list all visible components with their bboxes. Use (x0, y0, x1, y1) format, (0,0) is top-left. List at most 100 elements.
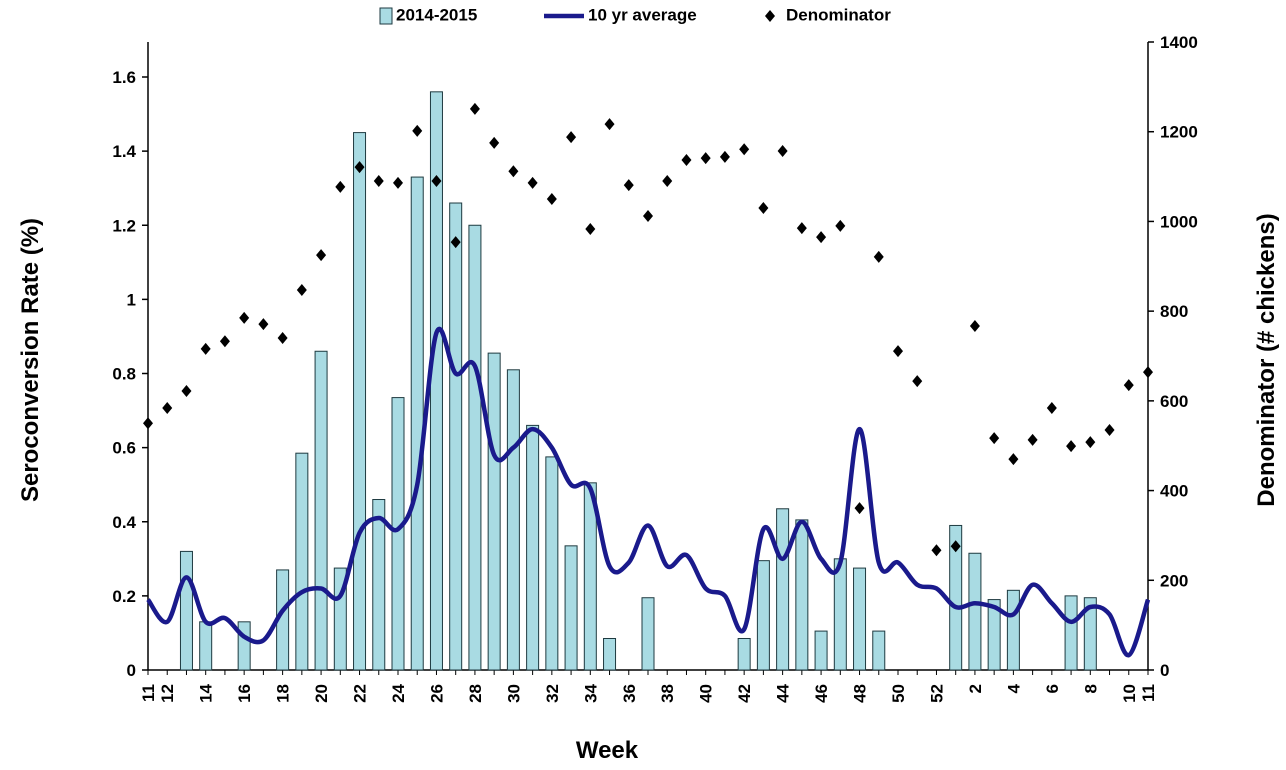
y-tick-label: 0.2 (112, 587, 136, 606)
x-axis-title: Week (576, 737, 639, 764)
bar (1006, 589, 1020, 671)
x-tick-label: 38 (658, 684, 677, 703)
bar (603, 637, 617, 671)
x-tick-label: 18 (274, 684, 293, 703)
y-tick-label: 1.4 (112, 142, 136, 161)
bar (179, 550, 193, 671)
y2-tick-label: 400 (1160, 482, 1188, 501)
marker (219, 335, 230, 348)
x-tick-label: 24 (389, 683, 408, 702)
x-tick-label: 42 (735, 684, 754, 703)
x-tick-label: 16 (235, 684, 254, 703)
bar (372, 499, 386, 671)
bar (583, 482, 597, 671)
y-axis-title: Seroconversion Rate (%) (17, 218, 44, 502)
marker (200, 342, 211, 355)
legend-swatch (765, 10, 775, 22)
x-tick-label: 11 (1139, 684, 1158, 702)
bar (506, 369, 520, 671)
marker (546, 193, 557, 205)
marker (700, 152, 711, 165)
legend-label: 10 yr average (588, 5, 697, 24)
marker (1123, 379, 1134, 392)
bar (872, 630, 886, 671)
marker (296, 284, 307, 297)
x-tick-label: 14 (197, 683, 216, 702)
marker (1046, 402, 1057, 415)
marker (239, 311, 250, 324)
bar (487, 352, 501, 671)
y-tick-label: 1.6 (112, 68, 136, 87)
marker (604, 118, 615, 131)
marker (393, 176, 403, 189)
y2-tick-label: 1200 (1160, 123, 1198, 142)
marker (508, 165, 519, 178)
x-tick-label: 36 (620, 684, 639, 703)
marker (739, 143, 750, 156)
bar (776, 508, 790, 671)
bar (564, 545, 578, 671)
bar (545, 456, 559, 671)
marker (854, 502, 865, 515)
x-tick-label: 48 (851, 684, 870, 703)
x-tick-label: 40 (697, 684, 716, 703)
x-tick-label: 6 (1043, 684, 1062, 693)
y2-axis-title: Denominator (# chickens) (1253, 213, 1280, 506)
bar (968, 552, 982, 671)
x-tick-label: 20 (312, 684, 331, 703)
bar (641, 597, 655, 671)
bar (237, 621, 251, 671)
x-tick-label: 28 (466, 684, 485, 703)
bar (795, 519, 809, 671)
legend-swatch (379, 7, 393, 25)
bar (814, 630, 828, 671)
x-tick-label: 46 (812, 684, 831, 703)
y-tick-label: 0.6 (112, 439, 136, 458)
marker (835, 219, 846, 232)
y-tick-label: 1 (127, 290, 136, 309)
marker (431, 175, 442, 188)
bar (391, 397, 405, 671)
x-tick-label: 44 (774, 683, 793, 702)
marker (681, 153, 692, 166)
marker (277, 332, 288, 345)
marker (969, 319, 980, 332)
line (146, 326, 1151, 658)
legend-label: 2014-2015 (396, 5, 477, 24)
bar (199, 621, 213, 671)
marker (796, 222, 807, 235)
y-tick-label: 0.4 (112, 513, 136, 532)
marker (1085, 436, 1096, 449)
x-tick-label: 22 (351, 684, 370, 703)
x-tick-label: 34 (581, 683, 600, 702)
bar (526, 424, 540, 671)
x-tick-label: 52 (927, 684, 946, 703)
marker (662, 175, 673, 188)
marker (758, 201, 769, 214)
x-tick-label: 2 (966, 684, 985, 693)
x-tick-label: 10 (1120, 684, 1139, 703)
marker (258, 318, 269, 331)
x-tick-label: 32 (543, 684, 562, 703)
y2-tick-label: 600 (1160, 392, 1188, 411)
marker (412, 124, 423, 137)
y-tick-label: 0 (127, 661, 136, 680)
x-tick-label: 30 (504, 684, 523, 703)
x-tick-label: 12 (158, 684, 177, 703)
x-tick-label: 50 (889, 684, 908, 703)
marker (1104, 424, 1115, 437)
marker (931, 544, 942, 557)
marker (643, 210, 653, 223)
bar (756, 560, 770, 671)
y2-tick-label: 1400 (1160, 33, 1198, 52)
marker (912, 375, 923, 388)
x-tick-label: 4 (1004, 683, 1023, 693)
marker (316, 249, 327, 262)
bar (1064, 595, 1078, 671)
marker (989, 432, 1000, 445)
marker (1066, 440, 1077, 453)
marker (585, 223, 596, 236)
marker (950, 540, 961, 553)
marker (816, 231, 827, 244)
marker (1143, 366, 1153, 379)
